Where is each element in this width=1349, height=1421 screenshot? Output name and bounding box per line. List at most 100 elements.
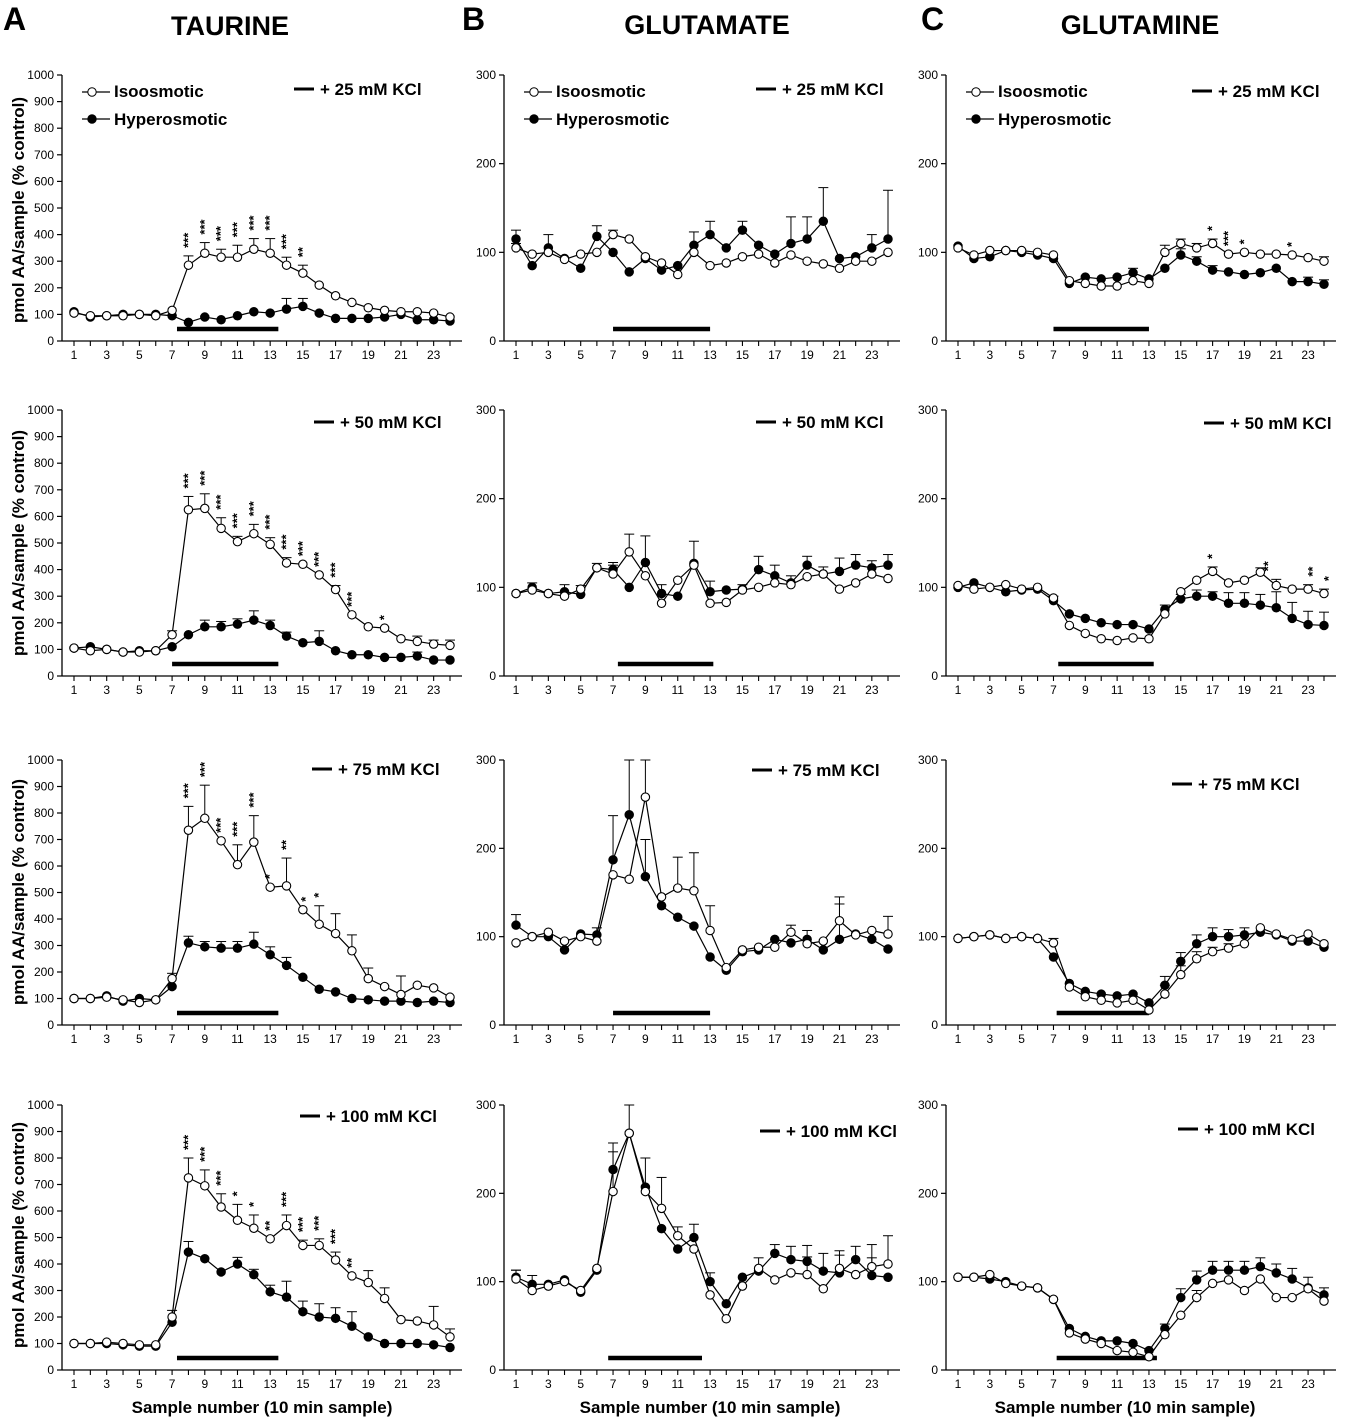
point-isoosmotic (543, 247, 554, 258)
y-tick-label: 100 (918, 1275, 938, 1289)
point-hyperosmotic (786, 1254, 796, 1265)
significance-stars: *** (180, 782, 195, 798)
x-tick-label: 19 (1238, 683, 1252, 697)
x-tick-label: 5 (1018, 683, 1025, 697)
x-tick-label: 17 (1206, 348, 1220, 362)
x-tick-label: 7 (1050, 1377, 1057, 1391)
y-tick-label: 100 (34, 642, 54, 656)
point-isoosmotic (134, 309, 145, 320)
point-isoosmotic (656, 258, 667, 268)
series-line-hyperosmotic (73, 305, 451, 324)
y-tick-label: 0 (47, 669, 54, 683)
point-hyperosmotic (281, 304, 292, 314)
x-tick-label: 5 (136, 683, 143, 697)
x-tick-label: 7 (169, 348, 176, 362)
point-isoosmotic (347, 946, 357, 956)
point-hyperosmotic (786, 938, 796, 948)
point-hyperosmotic (656, 900, 667, 911)
point-isoosmotic (850, 1269, 861, 1280)
point-hyperosmotic (786, 238, 796, 249)
x-tick-label: 23 (427, 1377, 441, 1391)
point-isoosmotic (1144, 278, 1154, 289)
point-hyperosmotic (1128, 1338, 1138, 1349)
point-isoosmotic (1319, 938, 1329, 949)
point-hyperosmotic (330, 313, 341, 324)
point-hyperosmotic (1223, 267, 1234, 277)
x-tick-label: 7 (1050, 683, 1057, 697)
y-tick-label: 600 (34, 1204, 54, 1218)
point-hyperosmotic (445, 655, 455, 665)
legend-marker-isoosmotic (529, 87, 539, 97)
series-line-hyperosmotic (515, 812, 889, 972)
point-isoosmotic (608, 1186, 618, 1197)
point-isoosmotic (134, 647, 145, 657)
point-isoosmotic (1191, 1292, 1202, 1303)
point-isoosmotic (1271, 580, 1282, 591)
point-isoosmotic (101, 992, 112, 1002)
point-isoosmotic (1287, 934, 1297, 945)
significance-stars: *** (311, 551, 326, 567)
point-hyperosmotic (249, 306, 259, 317)
significance-stars: * (1284, 241, 1299, 247)
point-hyperosmotic (379, 996, 390, 1006)
point-hyperosmotic (1319, 279, 1329, 290)
y-tick-label: 200 (34, 281, 54, 295)
point-isoosmotic (559, 254, 570, 265)
series-line-isoosmotic (73, 248, 451, 318)
point-isoosmotic (1191, 575, 1202, 585)
point-hyperosmotic (363, 995, 374, 1005)
point-hyperosmotic (1255, 267, 1266, 278)
point-isoosmotic (347, 297, 357, 308)
point-hyperosmotic (656, 588, 667, 599)
point-isoosmotic (412, 980, 423, 990)
point-hyperosmotic (527, 260, 537, 271)
point-isoosmotic (298, 559, 308, 570)
point-isoosmotic (608, 569, 618, 579)
x-tick-label: 11 (672, 348, 685, 362)
point-isoosmotic (1176, 238, 1186, 249)
point-hyperosmotic (412, 651, 423, 661)
point-isoosmotic (543, 927, 554, 937)
point-hyperosmotic (640, 557, 651, 568)
x-tick-label: 17 (768, 348, 782, 362)
x-tick-label: 23 (865, 683, 879, 697)
point-isoosmotic (656, 892, 667, 902)
point-isoosmotic (640, 252, 651, 262)
x-tick-label: 5 (577, 1377, 584, 1391)
significance-stars: ** (262, 1220, 277, 1231)
point-isoosmotic (1080, 278, 1091, 289)
point-hyperosmotic (770, 1248, 780, 1259)
point-isoosmotic (786, 1268, 796, 1278)
point-hyperosmotic (770, 934, 780, 945)
point-hyperosmotic (216, 622, 226, 632)
significance-stars: * (229, 1190, 244, 1196)
point-isoosmotic (753, 249, 764, 259)
point-isoosmotic (363, 973, 374, 984)
x-tick-label: 3 (545, 1032, 552, 1046)
x-tick-label: 15 (1174, 1032, 1188, 1046)
point-hyperosmotic (737, 1272, 748, 1283)
panel-letter-b: B (462, 1, 485, 37)
point-isoosmotic (1176, 587, 1186, 597)
point-hyperosmotic (200, 1253, 210, 1264)
point-hyperosmotic (608, 247, 618, 258)
point-isoosmotic (1319, 1296, 1329, 1306)
point-hyperosmotic (640, 871, 651, 882)
point-hyperosmotic (1207, 591, 1218, 601)
x-tick-label: 17 (329, 348, 343, 362)
point-isoosmotic (624, 547, 634, 557)
point-isoosmotic (347, 610, 357, 620)
significance-stars: ** (344, 1257, 359, 1268)
point-hyperosmotic (672, 591, 683, 601)
x-tick-label: 1 (71, 683, 78, 697)
point-isoosmotic (1319, 588, 1329, 599)
point-isoosmotic (101, 644, 112, 655)
point-isoosmotic (969, 584, 979, 594)
point-hyperosmotic (1096, 618, 1106, 628)
x-tick-label: 9 (642, 348, 649, 362)
point-isoosmotic (689, 247, 699, 258)
point-hyperosmotic (183, 317, 194, 328)
point-isoosmotic (1048, 1294, 1059, 1305)
x-tick-label: 19 (362, 348, 376, 362)
point-hyperosmotic (265, 1287, 275, 1297)
